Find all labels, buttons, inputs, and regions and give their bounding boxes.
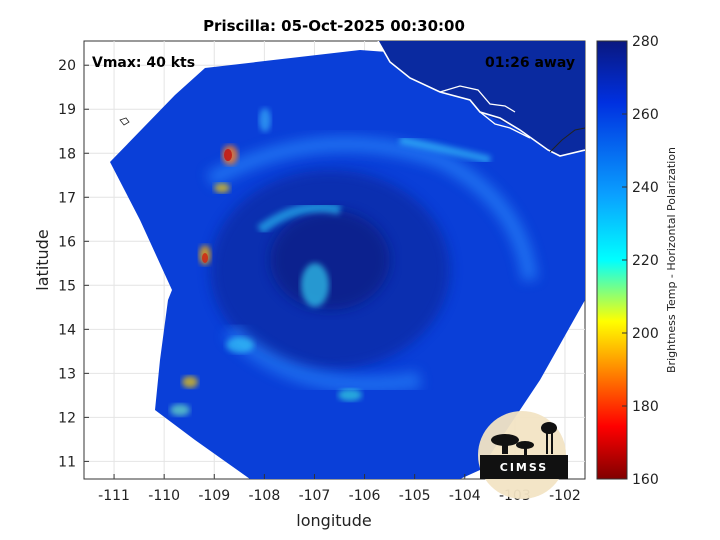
plot-area: -111-110-109-108-107-106-105-104-103-102… — [33, 40, 586, 530]
colorbar-ticks: 160 180 200 220 240 260 280 — [622, 34, 659, 488]
y-tick-label: 18 — [58, 146, 76, 162]
colorbar-tick-label: 160 — [632, 472, 659, 488]
x-tick-label: -110 — [148, 488, 180, 504]
y-tick-label: 19 — [58, 102, 76, 118]
colorbar-tick-label: 240 — [632, 180, 659, 196]
x-tick-label: -111 — [98, 488, 130, 504]
y-axis-ticks: 11 12 13 14 15 16 17 18 19 20 — [58, 58, 89, 470]
y-axis-label: latitude — [33, 229, 52, 290]
colorbar-label: Brightness Temp - Horizontal Polarizatio… — [665, 147, 678, 373]
x-tick-label: -107 — [299, 488, 331, 504]
x-tick-label: -106 — [349, 488, 381, 504]
land-area — [378, 41, 585, 156]
y-tick-label: 17 — [58, 190, 76, 206]
coastline — [119, 41, 585, 157]
x-axis-label: longitude — [296, 511, 371, 530]
water-tower-icon — [541, 422, 557, 434]
colorbar-tick-label: 200 — [632, 326, 659, 342]
state-border — [439, 85, 516, 113]
x-tick-label: -108 — [248, 488, 280, 504]
colorbar-tick-label: 180 — [632, 399, 659, 415]
x-tick-label: -104 — [449, 488, 481, 504]
state-border-2 — [479, 111, 531, 139]
vmax-annotation: Vmax: 40 kts — [92, 55, 195, 71]
y-tick-label: 20 — [58, 58, 76, 74]
island-outline — [119, 117, 130, 126]
x-tick-label: -109 — [198, 488, 230, 504]
y-tick-label: 14 — [58, 322, 76, 338]
chart-title: Priscilla: 05-Oct-2025 00:30:00 — [203, 17, 465, 35]
logo-text: CIMSS — [500, 461, 548, 474]
x-axis-ticks: -111-110-109-108-107-106-105-104-103-102 — [98, 474, 581, 504]
colorbar-tick-label: 260 — [632, 107, 659, 123]
colorbar: 160 180 200 220 240 260 280 Brightness Temp - … — [596, 34, 678, 488]
y-tick-label: 15 — [58, 278, 76, 294]
colorbar-tick-label: 220 — [632, 253, 659, 269]
y-tick-label: 11 — [58, 454, 76, 470]
cimss-logo: CIMSS — [478, 411, 568, 499]
x-tick-label: -102 — [549, 488, 581, 504]
swath-texture — [170, 108, 538, 416]
y-tick-label: 16 — [58, 234, 76, 250]
colorbar-tick-label: 280 — [632, 34, 659, 50]
y-tick-label: 13 — [58, 366, 76, 382]
x-tick-label: -105 — [399, 488, 431, 504]
time-away-annotation: 01:26 away — [485, 55, 575, 71]
y-tick-label: 12 — [58, 410, 76, 426]
outer-coastline — [549, 127, 585, 153]
satellite-swath — [110, 50, 585, 479]
